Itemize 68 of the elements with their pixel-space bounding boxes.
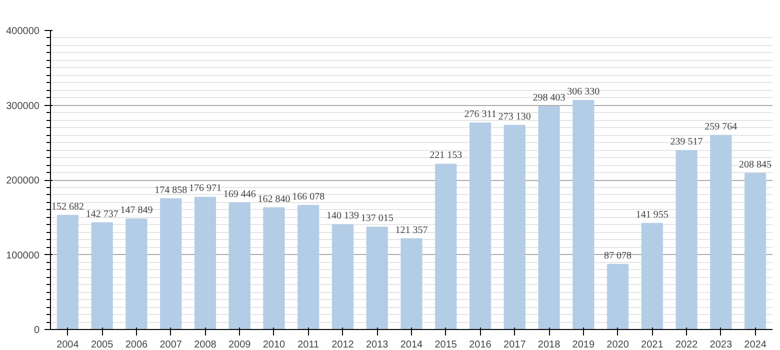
bar xyxy=(332,224,354,330)
data-label: 306 330 xyxy=(567,86,600,98)
x-tick-label: 2020 xyxy=(606,340,630,350)
x-tick-label: 2018 xyxy=(538,340,561,350)
data-label: 259 764 xyxy=(704,121,738,132)
bar xyxy=(56,214,79,330)
data-label: 273 130 xyxy=(498,111,531,122)
bar xyxy=(228,202,250,330)
data-label: 87 078 xyxy=(604,250,632,262)
data-label: 147 849 xyxy=(120,204,153,216)
bar xyxy=(676,150,698,330)
data-label: 176 971 xyxy=(188,183,222,194)
data-label: 276 311 xyxy=(464,108,496,120)
y-tick-label: 300000 xyxy=(6,100,40,112)
bar xyxy=(469,122,492,330)
bar xyxy=(126,218,148,330)
x-tick-label: 2021 xyxy=(641,340,664,350)
data-label: 298 403 xyxy=(532,92,566,104)
y-tick-label: 400000 xyxy=(6,26,40,37)
data-label: 174 858 xyxy=(154,184,188,196)
x-tick-label: 2011 xyxy=(298,340,320,350)
x-tick-label: 2004 xyxy=(56,340,80,350)
data-label: 137 015 xyxy=(360,213,394,224)
x-tick-label: 2016 xyxy=(469,340,492,350)
data-label: 162 840 xyxy=(258,194,290,205)
data-label: 221 153 xyxy=(430,150,462,162)
bar xyxy=(298,204,320,330)
data-label: 142 737 xyxy=(86,208,118,220)
x-tick-label: 2017 xyxy=(504,340,526,350)
bar xyxy=(744,172,766,330)
data-label: 166 078 xyxy=(292,191,325,202)
x-tick-label: 2015 xyxy=(434,340,458,350)
bar xyxy=(435,164,457,330)
data-label: 140 139 xyxy=(326,210,359,222)
bar xyxy=(538,106,560,330)
data-label: 208 845 xyxy=(739,159,772,170)
x-tick-label: 2010 xyxy=(262,340,286,350)
bar xyxy=(504,124,526,330)
data-label: 152 682 xyxy=(51,201,84,212)
bar xyxy=(194,196,216,330)
bar xyxy=(400,238,422,330)
x-tick-label: 2005 xyxy=(90,340,114,350)
bar xyxy=(91,222,113,330)
x-tick-label: 2024 xyxy=(744,340,767,350)
data-label: 169 446 xyxy=(223,188,256,200)
x-tick-label: 2013 xyxy=(366,340,389,350)
bar xyxy=(160,198,182,330)
x-tick-label: 2019 xyxy=(572,340,595,350)
y-tick-label: 100000 xyxy=(6,250,40,262)
x-tick-label: 2008 xyxy=(194,340,217,350)
bar xyxy=(606,264,629,330)
x-tick-label: 2014 xyxy=(400,340,424,350)
x-tick-label: 2006 xyxy=(125,340,148,350)
bar xyxy=(641,222,663,330)
data-label: 239 517 xyxy=(670,136,703,148)
bar xyxy=(263,207,285,330)
y-tick-label: 0 xyxy=(34,325,40,336)
bar xyxy=(572,100,594,330)
x-tick-label: 2012 xyxy=(332,340,354,350)
x-tick-label: 2009 xyxy=(228,340,252,350)
x-tick-label: 2023 xyxy=(710,340,732,350)
bar xyxy=(710,134,732,330)
x-tick-label: 2022 xyxy=(675,340,698,350)
bar xyxy=(366,226,388,330)
data-label: 141 955 xyxy=(636,209,668,220)
x-tick-label: 2007 xyxy=(160,340,182,350)
y-tick-label: 200000 xyxy=(6,176,40,186)
data-label: 121 357 xyxy=(395,224,428,236)
